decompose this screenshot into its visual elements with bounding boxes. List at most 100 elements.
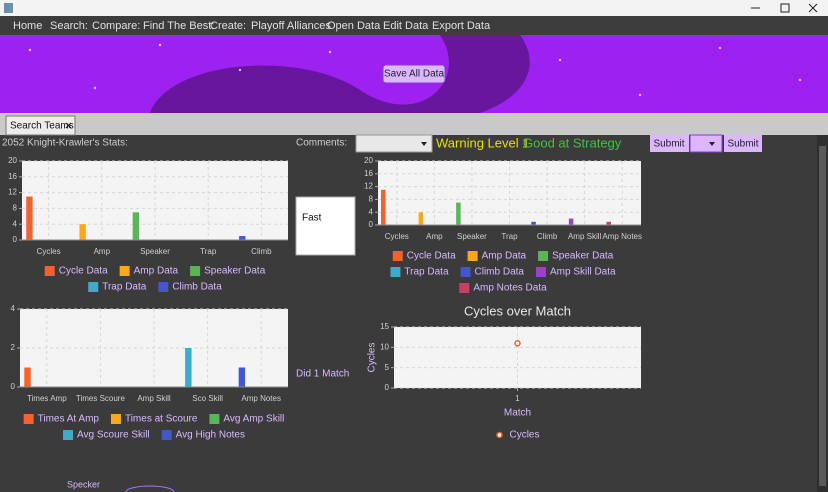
bar bbox=[381, 189, 386, 225]
comments-dropdown[interactable] bbox=[355, 134, 433, 153]
x-tick-label: 1 bbox=[515, 394, 520, 403]
legend-item: Avg High Notes bbox=[161, 430, 245, 441]
menu-item[interactable]: Open Data bbox=[327, 20, 381, 32]
submit-label[interactable]: Submit bbox=[727, 139, 758, 150]
x-tick-label: Amp Skill bbox=[568, 232, 602, 241]
title-bar bbox=[0, 0, 828, 16]
legend-label: Cycle Data bbox=[59, 266, 108, 277]
legend-marker bbox=[23, 414, 34, 424]
legend-marker bbox=[161, 430, 172, 440]
legend-item: Speaker Data bbox=[190, 266, 266, 277]
x-tick-label: Times Amp bbox=[27, 394, 67, 403]
y-tick-label: 16 bbox=[364, 169, 373, 178]
legend-marker bbox=[392, 251, 403, 261]
legend-label: Trap Data bbox=[404, 267, 449, 278]
menu-item[interactable]: Compare: bbox=[92, 20, 140, 32]
bar bbox=[568, 218, 574, 225]
menu-item[interactable]: Create: bbox=[210, 20, 246, 32]
y-tick-label: 20 bbox=[364, 156, 373, 165]
footer-text: Specker bbox=[67, 479, 100, 489]
legend-item: Cycle Data bbox=[44, 266, 108, 277]
y-tick-label: 5 bbox=[385, 363, 390, 372]
legend-item: Climb Data bbox=[460, 267, 524, 278]
footer-shape bbox=[125, 485, 175, 492]
legend-marker bbox=[158, 282, 169, 292]
submit-label[interactable]: Submit bbox=[653, 139, 684, 150]
x-tick-label: Sco Skill bbox=[192, 394, 223, 403]
x-tick-label: Amp bbox=[426, 232, 443, 241]
legend-label: Times At Amp bbox=[38, 414, 100, 425]
tab-bar bbox=[0, 113, 828, 135]
legend-marker bbox=[209, 414, 220, 424]
tab-label[interactable]: Search Teams bbox=[10, 121, 74, 132]
menu-item[interactable]: Find The Best: bbox=[143, 20, 214, 32]
bar bbox=[531, 221, 536, 225]
dropdown-arrow bbox=[421, 142, 427, 146]
y-tick-label: 0 bbox=[385, 383, 390, 392]
submit-button[interactable] bbox=[724, 135, 762, 152]
tab-close[interactable] bbox=[65, 122, 72, 129]
y-tick-label: 0 bbox=[369, 220, 374, 229]
stats-label: 2052 Knight-Krawler's Stats: bbox=[2, 138, 128, 149]
warning-level: Warning Level 1 bbox=[436, 135, 529, 150]
notes-box[interactable] bbox=[295, 196, 356, 256]
legend-item: Avg Scoure Skill bbox=[63, 430, 150, 441]
x-tick-label: Climb bbox=[537, 232, 558, 241]
comments-label: Comments: bbox=[296, 138, 347, 149]
legend-item: Amp Data bbox=[119, 266, 179, 277]
app-icon bbox=[4, 3, 13, 13]
legend-item: Avg Amp Skill bbox=[209, 414, 284, 425]
bar bbox=[132, 212, 140, 240]
legend-label: Speaker Data bbox=[204, 266, 266, 277]
legend-label: Amp Data bbox=[134, 266, 179, 277]
x-tick-label: Times Scoure bbox=[76, 394, 126, 403]
submit-button[interactable] bbox=[650, 135, 689, 152]
save-button-label[interactable]: Save All Data bbox=[384, 69, 444, 80]
y-tick-label: 8 bbox=[13, 204, 18, 213]
y-tick-label: 15 bbox=[380, 322, 389, 331]
x-tick-label: Cycles bbox=[37, 247, 61, 256]
x-axis-label: Match bbox=[504, 408, 531, 419]
legend-marker bbox=[390, 267, 401, 277]
menu-item[interactable]: Export Data bbox=[432, 20, 491, 32]
menu-item[interactable]: Playoff Alliances bbox=[251, 20, 331, 32]
save-button[interactable] bbox=[382, 64, 446, 84]
legend-marker bbox=[63, 430, 74, 440]
legend-item: Trap Data bbox=[88, 282, 147, 293]
legend-marker bbox=[110, 414, 121, 424]
y-tick-label: 4 bbox=[13, 219, 18, 228]
legend-item: Amp Notes Data bbox=[459, 283, 547, 294]
legend-label: Trap Data bbox=[102, 282, 147, 293]
notes-text[interactable]: Fast bbox=[302, 213, 322, 224]
legend-item: Amp Data bbox=[467, 251, 527, 262]
maximize-button[interactable] bbox=[780, 3, 790, 13]
y-axis-label: Cycles bbox=[367, 342, 378, 372]
legend-item: Cycle Data bbox=[392, 251, 456, 262]
x-tick-label: Amp Notes bbox=[241, 394, 281, 403]
menu-item[interactable]: Home bbox=[13, 20, 42, 32]
banner-stars bbox=[28, 43, 802, 97]
strength-note: Good at Strategy bbox=[523, 135, 622, 150]
y-tick-label: 0 bbox=[13, 235, 18, 244]
x-tick-label: Speaker bbox=[457, 232, 487, 241]
tab[interactable] bbox=[5, 115, 76, 136]
bar bbox=[418, 212, 424, 225]
x-tick-label: Speaker bbox=[140, 247, 170, 256]
x-tick-label: Climb bbox=[251, 247, 272, 256]
y-tick-label: 0 bbox=[11, 382, 16, 391]
menu-item[interactable]: Edit Data bbox=[383, 20, 429, 32]
legend-marker bbox=[459, 283, 470, 293]
menu-item[interactable]: Search: bbox=[50, 20, 88, 32]
legend-label: Avg Scoure Skill bbox=[77, 430, 150, 441]
legend-marker bbox=[538, 251, 549, 261]
close-button[interactable] bbox=[808, 3, 818, 13]
legend-label: Times at Scoure bbox=[125, 414, 198, 425]
chart-title: Cycles over Match bbox=[464, 303, 571, 318]
bar bbox=[24, 367, 31, 387]
y-tick-label: 16 bbox=[8, 172, 17, 181]
scroll-thumb[interactable] bbox=[819, 146, 826, 486]
y-tick-label: 10 bbox=[380, 342, 389, 351]
legend-label: Amp Data bbox=[482, 251, 527, 262]
submit-dropdown[interactable] bbox=[689, 134, 723, 153]
